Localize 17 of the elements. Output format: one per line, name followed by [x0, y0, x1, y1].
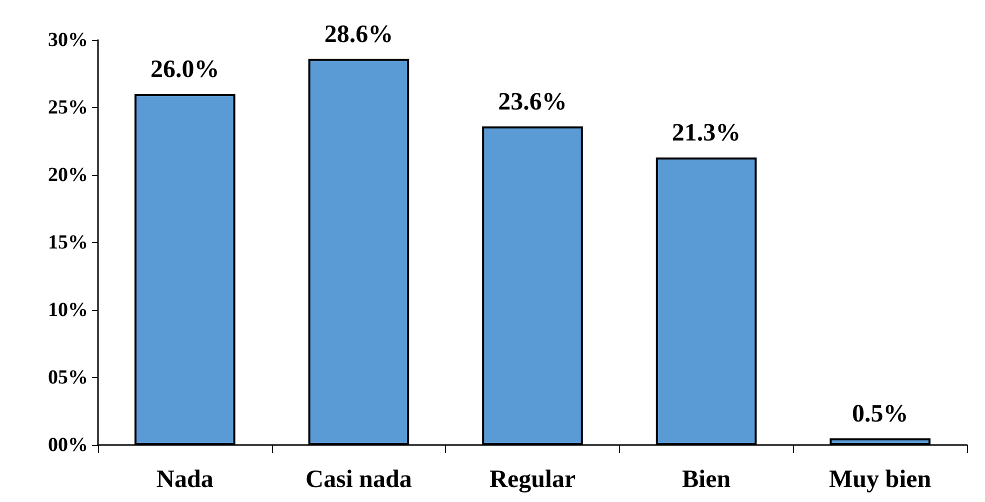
data-label: 23.6%: [498, 88, 567, 116]
y-tick-label: 25%: [48, 96, 88, 118]
data-label: 26.0%: [150, 56, 220, 83]
y-tick-label: 00%: [48, 434, 88, 456]
y-tick-label: 20%: [48, 164, 88, 186]
y-tick-label: 05%: [48, 366, 88, 388]
y-tick-label: 15%: [48, 232, 88, 254]
x-tick-label: Regular: [489, 466, 576, 493]
data-label: 21.3%: [672, 119, 741, 146]
y-tick-label: 30%: [48, 29, 88, 51]
x-tick-label: Nada: [156, 466, 214, 493]
data-label: 0.5%: [852, 400, 908, 428]
y-tick-label: 10%: [48, 299, 88, 321]
x-tick-label: Muy bien: [829, 466, 932, 493]
x-tick-label: Casi nada: [306, 466, 412, 493]
x-tick-label: Bien: [682, 466, 731, 493]
data-label: 28.6%: [324, 20, 394, 48]
